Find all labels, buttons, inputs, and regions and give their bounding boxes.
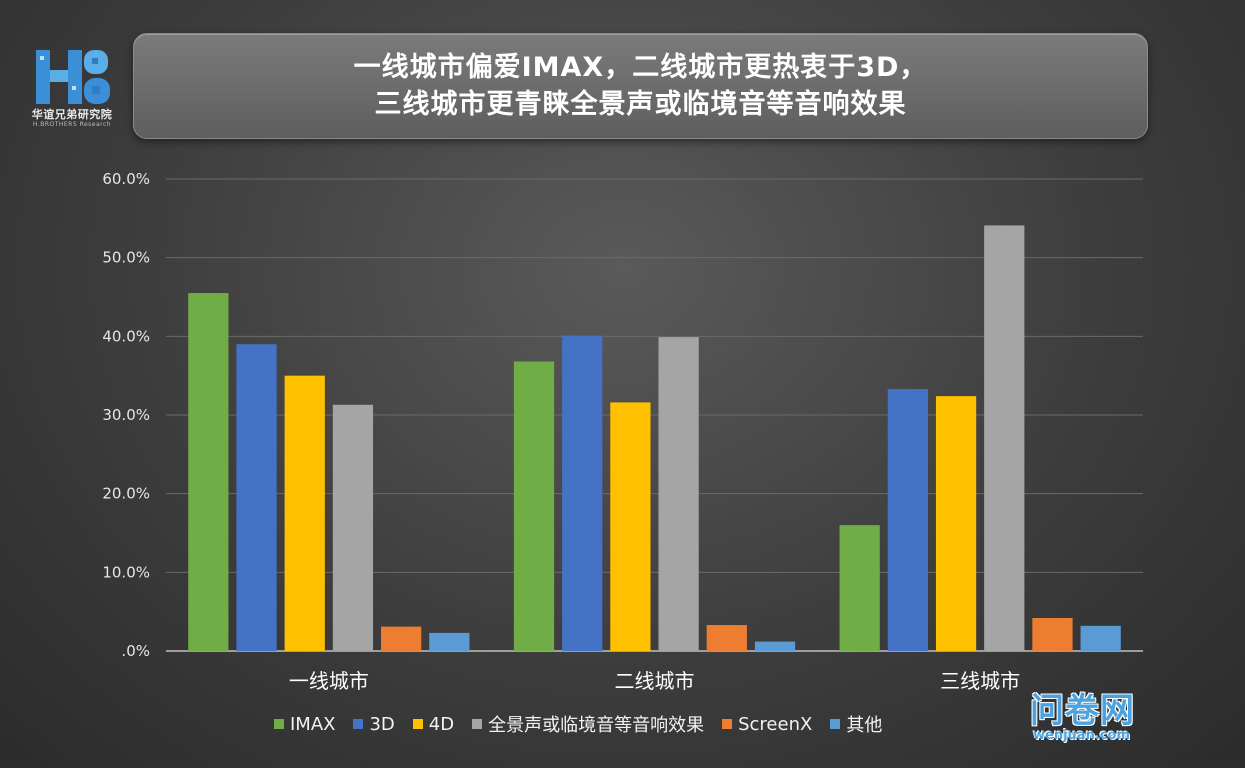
legend-item: IMAX: [274, 714, 335, 735]
logo-subtext: H.BROTHERS Research: [32, 121, 112, 128]
x-tick-label: 一线城市: [289, 669, 369, 693]
bar: [887, 389, 928, 651]
bar: [429, 632, 470, 651]
x-tick-label: 三线城市: [940, 669, 1020, 693]
legend-label: ScreenX: [738, 713, 813, 735]
bar: [984, 225, 1025, 651]
bar: [935, 396, 977, 651]
y-tick-label: .0%: [121, 642, 150, 660]
bar: [1080, 625, 1121, 651]
x-tick-label: 二线城市: [615, 669, 695, 693]
y-tick-label: 50.0%: [102, 249, 150, 267]
legend-swatch: [830, 719, 841, 729]
legend-swatch: [472, 719, 483, 729]
legend-label: IMAX: [290, 713, 336, 735]
y-tick-label: 40.0%: [102, 327, 150, 345]
legend-label: 其他: [846, 715, 883, 736]
hb-logo-icon: [22, 42, 122, 128]
bar: [839, 525, 880, 651]
bar: [1032, 617, 1073, 651]
title-banner: 一线城市偏爱IMAX，二线城市更热衷于3D， 三线城市更青睐全景声或临境音等音响…: [133, 33, 1148, 139]
bar: [284, 375, 325, 651]
wenjuan-watermark: 问卷网 wenjuan.com: [1030, 692, 1150, 743]
legend-item: 3D: [353, 713, 395, 735]
y-tick-label: 60.0%: [102, 170, 150, 188]
bar: [610, 402, 651, 651]
legend-swatch: [412, 719, 423, 729]
bar: [236, 344, 277, 651]
legend-label: 3D: [369, 713, 395, 735]
legend-item: 4D: [412, 713, 455, 735]
bar: [513, 361, 555, 651]
title-line-2: 三线城市更青睐全景声或临境音等音响效果: [374, 89, 907, 120]
y-tick-label: 30.0%: [102, 406, 150, 424]
legend-label: 全景声或临境音等音响效果: [488, 715, 705, 736]
legend-item: ScreenX: [722, 714, 812, 735]
y-tick-label: 10.0%: [102, 563, 150, 581]
legend-swatch: [274, 719, 284, 729]
bar: [332, 404, 374, 651]
bar: [754, 641, 796, 651]
bar: [381, 626, 422, 651]
watermark-main: 问卷网: [1030, 691, 1135, 731]
watermark-sub: wenjuan.com: [1033, 728, 1130, 743]
bar: [658, 337, 699, 651]
title-line-1: 一线城市偏爱IMAX，二线城市更热衷于3D，: [353, 52, 928, 83]
legend-item: 全景声或临境音等音响效果: [472, 711, 704, 737]
legend-swatch: [722, 719, 733, 729]
y-tick-label: 20.0%: [102, 485, 150, 503]
logo-text: 华谊兄弟研究院: [31, 108, 113, 121]
bar: [562, 335, 603, 651]
legend-swatch: [353, 719, 364, 729]
chart-legend: IMAX 3D 4D 全景声或临境音等音响效果 ScreenX 其他: [274, 711, 882, 737]
bar: [706, 625, 747, 651]
bar: [188, 293, 229, 651]
legend-item: 其他: [830, 711, 882, 737]
legend-label: 4D: [428, 713, 455, 735]
